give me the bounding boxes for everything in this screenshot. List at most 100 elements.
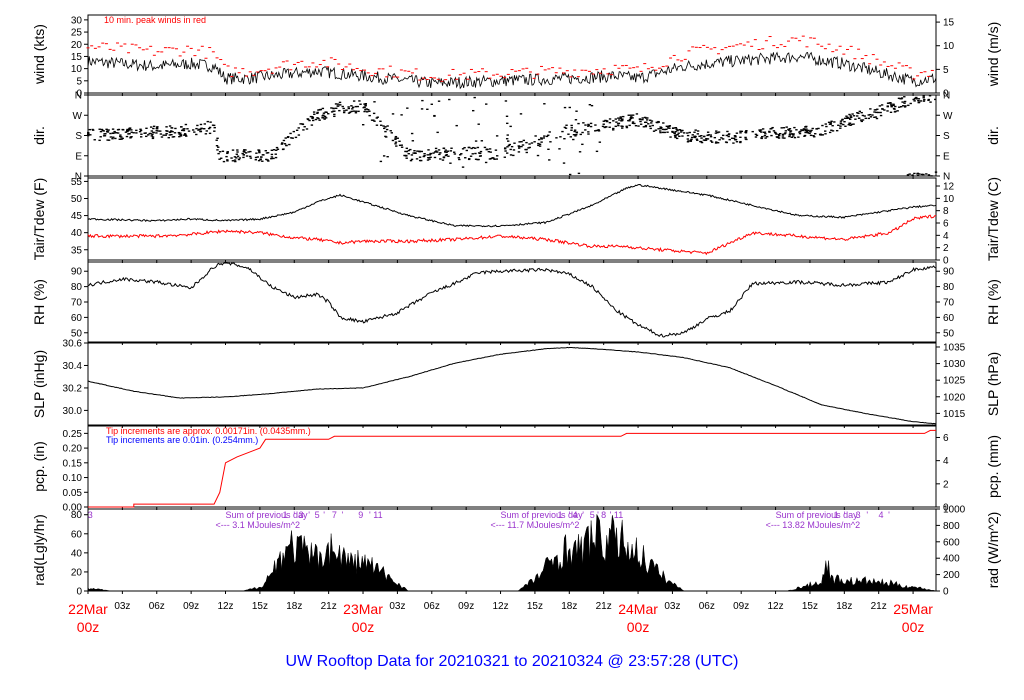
y-tick-label-right: 0 [943,587,949,598]
temperature-frame [87,177,937,261]
y-tick-label-left: 10 [71,64,83,75]
y-tick-label-right: 5 [943,65,949,76]
y-tick-label-left: 0.20 [63,444,83,455]
y-tick-label-left: 60 [71,313,83,324]
y-tick-label-right: 600 [943,537,960,548]
tip-marker: ' [568,510,570,520]
humidity-frame [87,261,937,343]
daily-sum-label: Sum of previous day [776,510,859,520]
y-tick-label-left: 35 [71,245,83,256]
y-tick-label-right: 1030 [943,359,966,370]
x-date-label: 24Mar [618,601,658,617]
tip-marker: 5 [590,510,595,520]
y-tick-label-right: 15 [943,18,955,29]
pressure-frame [87,342,937,426]
y-tick-label-right: 400 [943,554,960,565]
y-tick-label-right: 70 [943,298,955,309]
tip-marker: ' [342,510,344,520]
y-tick-label-left: 0 [76,89,82,100]
y-tick-label-left: 0.00 [63,503,83,514]
tip-marker: ' [888,510,890,520]
y-axis-label-right: wind (m/s) [985,22,1001,88]
y-tick-label-right: 1020 [943,392,966,403]
tip-marker: 8 [601,510,606,520]
y-tick-label-left: 55 [71,177,83,188]
y-tick-label-left: N [75,91,82,102]
tip-marker: 5 [315,510,320,520]
x-hour-label: 15z [527,601,543,612]
x-hour-label: 15z [252,601,268,612]
y-axis-label-left: SLP (inHg) [31,350,47,418]
y-tick-label-right: 10 [943,194,955,205]
tip-marker: 11 [614,510,623,520]
tip-marker: ' [866,510,868,520]
y-tick-label-left: 80 [71,510,83,521]
y-tick-label-right: 50 [943,328,955,339]
y-tick-label-right: 0 [943,256,949,267]
x-date-hour: 00z [627,619,650,635]
direction-panel: dir. dir.N NE ES SW WN N [31,91,1001,183]
y-tick-label-right: 8 [943,206,949,217]
tip-marker: ' [582,510,584,520]
y-tick-label-right: 80 [943,282,955,293]
y-tick-label-left: 30.2 [63,383,83,394]
y-tick-label-right: 800 [943,521,960,532]
tip-marker: ' [843,510,845,520]
daily-sum-label: Sum of previous day [501,510,584,520]
y-tick-label-left: 45 [71,211,83,222]
x-hour-label: 09z [183,601,199,612]
precipitation-frame [87,425,937,508]
y-tick-label-left: 5 [76,76,82,87]
footer-title: UW Rooftop Data for 20210321 to 20210324… [286,653,739,670]
y-tick-label-right: 1015 [943,409,966,420]
y-axis-label-left: Tair/Tdew (F) [31,178,47,260]
y-tick-label-left: 50 [71,328,83,339]
tip-marker: 4 [573,510,578,520]
wind-speed-line [87,51,937,90]
x-hour-label: 09z [458,601,474,612]
y-tick-label-right: W [943,111,953,122]
y-tick-label-left: 30.6 [63,339,83,350]
humidity-panel: RH (%) RH (%) 50 60 70 80 90 50 60 70 80 90 [31,261,1001,345]
y-tick-label-left: 30.0 [63,406,83,417]
radiation-area [87,513,937,592]
humidity-line [87,262,937,338]
y-tick-label-left: 25 [71,28,83,39]
air-temperature-line [87,183,937,228]
y-tick-label-right: 0 [943,503,949,514]
tip-marker: 1 [283,510,288,520]
y-tick-label-left: 30 [71,15,83,26]
y-tick-label-left: 40 [71,548,83,559]
daily-sum-label: Sum of previous day [226,510,309,520]
x-hour-label: 12z [217,601,233,612]
x-hour-label: 03z [389,601,405,612]
y-tick-label-left: 80 [71,282,83,293]
y-tick-label-right: 2 [943,243,949,254]
tip-marker: 11 [373,510,382,520]
pressure-line [87,346,937,425]
x-date-hour: 00z [77,619,100,635]
y-tick-label-right: 12 [943,182,955,193]
y-tick-label-right: 2 [943,479,949,490]
y-tick-label-right: E [943,151,950,162]
y-tick-label-left: E [75,151,82,162]
wind-frame [87,14,937,94]
y-axis-label-left: RH (%) [31,279,47,325]
x-hour-label: 21z [321,601,337,612]
precipitation-line [88,429,936,508]
x-hour-label: 18z [286,601,302,612]
y-axis-label-left: wind (kts) [31,24,47,85]
x-date-label: 22Mar [68,601,108,617]
y-tick-label-left: 30.4 [63,361,83,372]
y-tick-label-left: 0 [76,587,82,598]
y-tick-label-right: 90 [943,267,955,278]
tip-marker: ' [610,510,612,520]
tip-marker: 3 [856,510,861,520]
tip-note-red: Tip increments are approx. 0.00171in. (0… [106,426,311,436]
y-axis-label-right: RH (%) [985,279,1001,325]
tip-marker: 9 [358,510,363,520]
y-tick-label-left: N [75,172,82,183]
peak-wind-note: 10 min. peak winds in red [104,15,206,25]
pressure-panel: SLP (inHg) SLP (hPa) 30.0 30.2 30.4 30.6 1015 1… [31,339,1001,428]
